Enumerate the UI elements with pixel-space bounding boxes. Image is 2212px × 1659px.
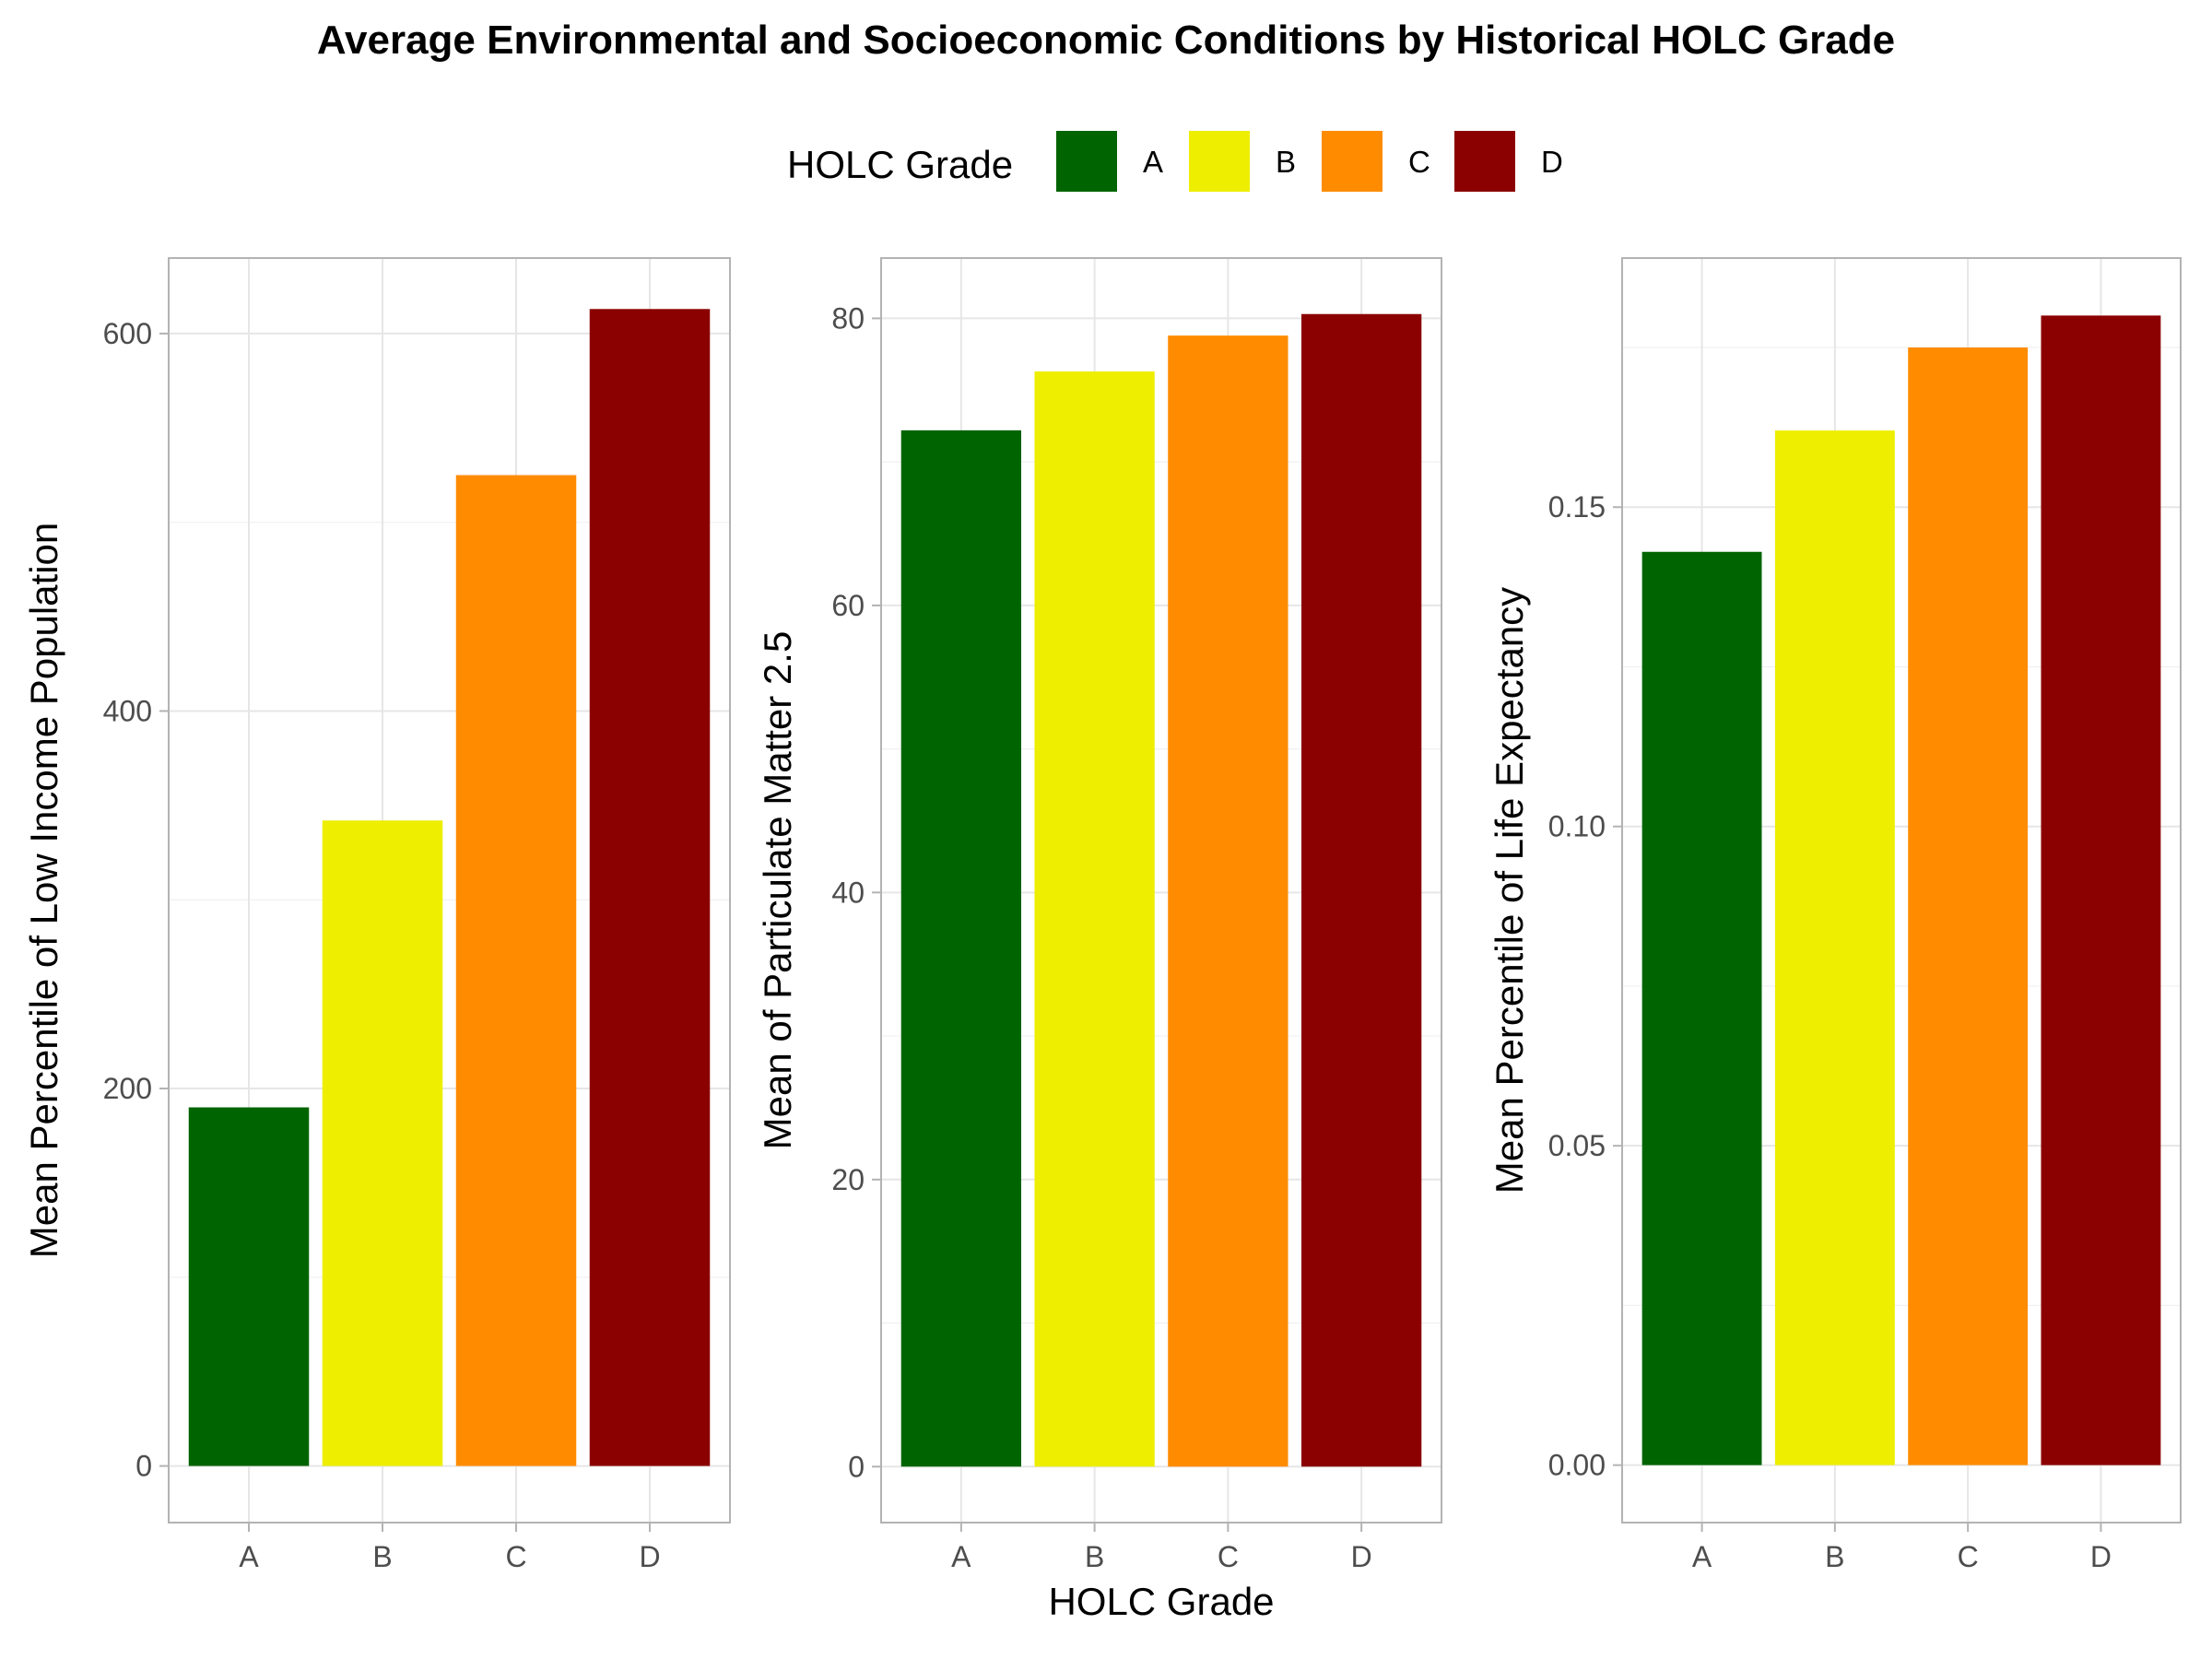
legend-label-b: B <box>1276 145 1296 179</box>
y-tick-label: 200 <box>103 1072 152 1105</box>
panel-border <box>1621 257 2182 1524</box>
legend-title: HOLC Grade <box>787 143 1013 186</box>
panel-border <box>880 257 1442 1524</box>
y-tick-label: 0.00 <box>1548 1449 1606 1482</box>
bar-b <box>1034 371 1155 1467</box>
y-tick-label: 0.15 <box>1548 490 1606 524</box>
legend-label-d: D <box>1541 145 1563 179</box>
bar-b <box>322 820 443 1466</box>
bar-c <box>1908 347 2029 1465</box>
y-tick-label: 0 <box>135 1450 152 1483</box>
x-axis-title: HOLC Grade <box>1048 1580 1274 1623</box>
legend: HOLC Grade A B C D <box>787 131 1563 192</box>
bar-b <box>1774 430 1895 1465</box>
y-tick-label: 0 <box>848 1450 865 1483</box>
panel-2: 0 20 40 60 80 A B C D Mean of Particulate Matter … <box>756 257 1442 1573</box>
legend-key-c <box>1322 131 1382 192</box>
bar-a <box>1641 551 1762 1465</box>
bar-c <box>1168 335 1288 1467</box>
bar-d <box>589 309 711 1466</box>
x-tick-label: D <box>1351 1540 1372 1573</box>
x-tick-label: A <box>951 1540 971 1573</box>
x-tick-label: D <box>639 1540 660 1573</box>
chart-title: Average Environmental and Socioeconomic … <box>317 18 1895 63</box>
panel-3: 0.00 0.05 0.10 0.15 A B C D Mean Percentile of L… <box>1488 257 2182 1573</box>
bar-d <box>2041 315 2161 1465</box>
x-tick-label: D <box>2090 1540 2112 1573</box>
y-axis-title: Mean Percentile of Low Income Population <box>22 523 65 1258</box>
bar-d <box>1301 313 1422 1467</box>
y-tick-label: 40 <box>831 876 865 909</box>
x-tick-label: C <box>1218 1540 1239 1573</box>
x-tick-label: A <box>239 1540 259 1573</box>
y-tick-label: 20 <box>831 1163 865 1196</box>
legend-label-c: C <box>1408 145 1430 179</box>
y-tick-label: 400 <box>103 694 152 727</box>
x-tick-label: B <box>1085 1540 1104 1573</box>
legend-key-b <box>1189 131 1250 192</box>
x-tick-label: A <box>1692 1540 1712 1573</box>
legend-label-a: A <box>1143 145 1163 179</box>
x-tick-label: B <box>1825 1540 1844 1573</box>
y-tick-label: 0.05 <box>1548 1129 1606 1162</box>
y-axis-title: Mean Percentile of Life Expectancy <box>1488 587 1531 1194</box>
bar-a <box>900 429 1021 1467</box>
x-tick-label: B <box>372 1540 392 1573</box>
y-tick-label: 600 <box>103 317 152 350</box>
bar-a <box>188 1107 310 1466</box>
x-tick-label: C <box>1958 1540 1979 1573</box>
legend-key-d <box>1454 131 1515 192</box>
y-axis-title: Mean of Particulate Matter 2.5 <box>756 631 799 1150</box>
y-tick-label: 60 <box>831 589 865 622</box>
panel-border <box>168 257 731 1524</box>
y-tick-label: 80 <box>831 301 865 335</box>
panel-1: 0 200 400 600 A B C D Mean Percentile of Low Inc… <box>22 257 731 1573</box>
y-tick-label: 0.10 <box>1548 810 1606 843</box>
x-tick-label: C <box>505 1540 526 1573</box>
legend-key-a <box>1056 131 1117 192</box>
bar-c <box>455 475 577 1466</box>
